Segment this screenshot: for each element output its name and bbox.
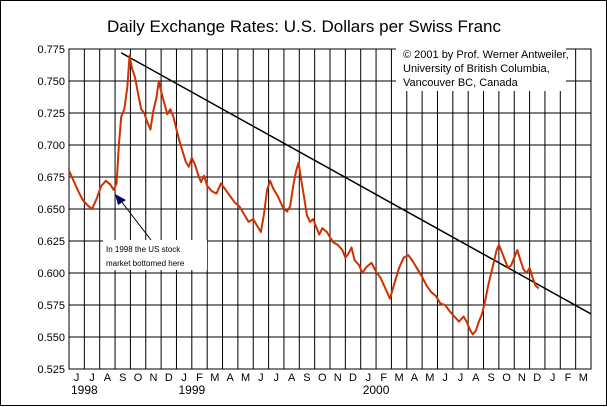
y-tick-label: 0.525 <box>37 364 65 376</box>
x-tick-label: J <box>442 372 448 384</box>
x-tick-label: J <box>258 372 264 384</box>
x-tick-label: M <box>579 372 588 384</box>
x-tick-label: M <box>210 372 219 384</box>
x-tick-label: O <box>134 372 143 384</box>
chart-title: Daily Exchange Rates: U.S. Dollars per S… <box>107 17 501 36</box>
annotation-line-2: market bottomed here <box>106 259 185 268</box>
y-tick-label: 0.725 <box>37 108 65 120</box>
x-tick-label: D <box>165 372 173 384</box>
x-tick-label: A <box>227 372 235 384</box>
x-tick-label: S <box>488 372 495 384</box>
x-tick-label: M <box>241 372 250 384</box>
annotation-line-1: In 1998 the US stock <box>106 245 181 254</box>
x-tick-label: J <box>181 372 187 384</box>
x-tick-label: F <box>196 372 203 384</box>
y-tick-label: 0.675 <box>37 172 65 184</box>
x-tick-label: A <box>288 372 296 384</box>
trend-line <box>120 52 592 315</box>
x-tick-label: J <box>366 372 372 384</box>
year-label: 2000 <box>363 383 390 397</box>
x-tick-label: N <box>149 372 157 384</box>
x-tick-label: A <box>104 372 112 384</box>
x-axis-year-labels: 1998 1999 2000 <box>71 383 390 397</box>
x-tick-label: O <box>502 372 511 384</box>
y-tick-label: 0.625 <box>37 236 65 248</box>
y-tick-label: 0.775 <box>37 44 65 56</box>
x-tick-label: M <box>395 372 404 384</box>
x-tick-label: M <box>425 372 434 384</box>
annotation-arrow-head <box>115 194 126 205</box>
x-tick-label: J <box>74 372 80 384</box>
y-tick-label: 0.575 <box>37 300 65 312</box>
series-line-usd-per-chf <box>68 54 540 336</box>
credit-line-3: Vancouver BC, Canada <box>403 77 519 89</box>
y-tick-label: 0.700 <box>37 140 65 152</box>
x-tick-label: A <box>411 372 419 384</box>
x-tick-label: J <box>274 372 280 384</box>
plot-frame <box>68 48 592 370</box>
y-axis-ticks: 0.525 0.550 0.575 0.600 0.625 0.650 0.675 0.700… <box>37 44 65 376</box>
y-tick-label: 0.550 <box>37 332 65 344</box>
annotation-box <box>103 240 207 270</box>
x-tick-label: F <box>380 372 387 384</box>
y-tick-label: 0.650 <box>37 204 65 216</box>
x-tick-label: J <box>458 372 464 384</box>
year-label: 1998 <box>71 383 98 397</box>
year-label: 1999 <box>178 383 205 397</box>
annotation-arrow-line <box>120 200 152 241</box>
x-tick-label: S <box>303 372 310 384</box>
x-tick-label: J <box>550 372 556 384</box>
x-tick-label: O <box>318 372 327 384</box>
x-tick-label: F <box>565 372 572 384</box>
x-tick-label: D <box>349 372 357 384</box>
y-tick-label: 0.750 <box>37 76 65 88</box>
x-tick-label: N <box>334 372 342 384</box>
credit-line-1: © 2001 by Prof. Werner Antweiler, <box>403 49 569 61</box>
x-tick-label: N <box>518 372 526 384</box>
x-tick-label: S <box>119 372 126 384</box>
credit-box <box>396 43 566 91</box>
x-tick-label: J <box>89 372 95 384</box>
credit-line-2: University of British Columbia, <box>403 63 550 75</box>
y-tick-label: 0.600 <box>37 268 65 280</box>
x-tick-label: D <box>533 372 541 384</box>
x-tick-label: A <box>472 372 480 384</box>
grid <box>69 49 591 369</box>
